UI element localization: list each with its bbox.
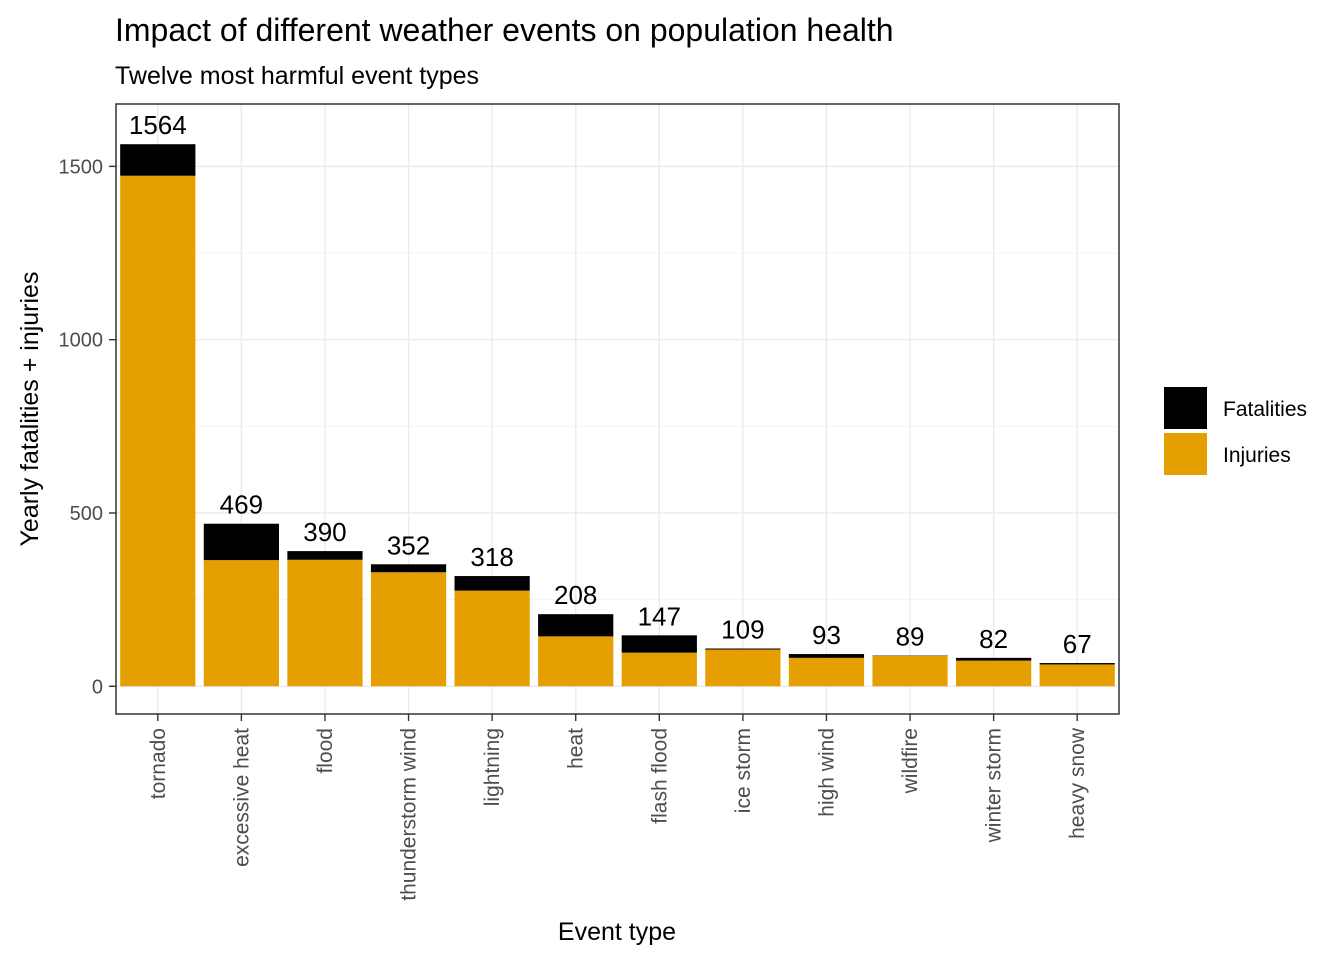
bar-injuries-high-wind [788,657,865,687]
bar-injuries-excessive-heat [203,560,279,687]
bar-injuries-wildfire [872,655,948,687]
x-tick-label: flood [314,728,337,774]
bar-total-label: 469 [220,490,263,520]
y-axis: 0 500 1000 1500 [59,156,116,698]
x-tick-label: lightning [481,728,504,806]
bar-fatalities-lightning [454,576,530,591]
x-tick-label: heavy snow [1066,727,1089,839]
bar-fatalities-heat [538,614,614,637]
legend: Fatalities Injuries [1164,387,1307,475]
bar-fatalities-excessive-heat [203,523,279,561]
bar-fatalities-heavy-snow [1039,663,1115,665]
y-tick-label: 500 [70,503,103,525]
x-tick-label: winter storm [983,728,1006,843]
bar-injuries-heavy-snow [1039,664,1115,687]
legend-label-injuries: Injuries [1223,444,1291,467]
plot-panel-border [115,103,1120,715]
bar-injuries-flood [287,559,363,687]
legend-label-fatalities: Fatalities [1223,398,1307,421]
bar-total-label: 318 [470,542,513,572]
x-tick-label: wildfire [899,728,922,794]
bar-fatalities-high-wind [788,654,865,658]
bar-injuries-tornado [120,175,196,687]
bar-fatalities-winter-storm [956,657,1032,661]
chart-subtitle: Twelve most harmful event types [115,62,479,90]
x-axis-title: Event type [558,918,676,946]
bar-total-label: 208 [554,580,597,610]
bar-fatalities-thunderstorm-wind [370,564,447,573]
bar-fatalities-flood [287,551,363,560]
bar-total-label: 93 [812,620,841,650]
bar-fatalities-flash-flood [621,635,697,653]
bar-total-label: 89 [896,621,925,651]
bar-total-label: 352 [387,530,430,560]
bar-injuries-winter-storm [956,660,1032,687]
y-tick-label: 1000 [59,330,104,352]
bar-total-label: 109 [721,614,764,644]
bar-total-labels: 1564 469 390 352 318 208 147 109 93 89 82 67 [129,110,1092,659]
chart-title: Impact of different weather events on po… [115,12,894,48]
legend-key-injuries [1164,433,1207,475]
x-tick-label: tornado [147,728,170,799]
x-axis: tornado excessive heat flood thunderstorm w… [147,714,1089,901]
x-tick-label: excessive heat [230,728,253,867]
y-tick-label: 0 [92,676,103,698]
bars [120,144,1115,687]
bar-fatalities-ice-storm [705,648,781,650]
x-tick-label: high wind [815,728,838,817]
x-tick-label: thunderstorm wind [398,728,421,901]
y-tick-label: 1500 [59,156,104,178]
bar-injuries-flash-flood [621,652,697,687]
y-axis-title: Yearly fatalities + injuries [16,272,44,547]
bar-injuries-heat [538,636,614,687]
bar-total-label: 82 [979,624,1008,654]
x-tick-label: ice storm [732,728,755,813]
bar-fatalities-tornado [120,144,196,176]
bar-total-label: 390 [303,517,346,547]
x-tick-label: heat [565,728,588,769]
gridlines [116,104,1119,714]
x-tick-label: flash flood [648,728,671,824]
legend-key-fatalities [1164,387,1207,429]
bar-total-label: 147 [638,601,681,631]
bar-injuries-thunderstorm-wind [370,572,447,687]
bar-injuries-ice-storm [705,649,781,687]
bar-total-label: 1564 [129,110,187,140]
bar-total-label: 67 [1063,629,1092,659]
bar-injuries-lightning [454,590,530,687]
